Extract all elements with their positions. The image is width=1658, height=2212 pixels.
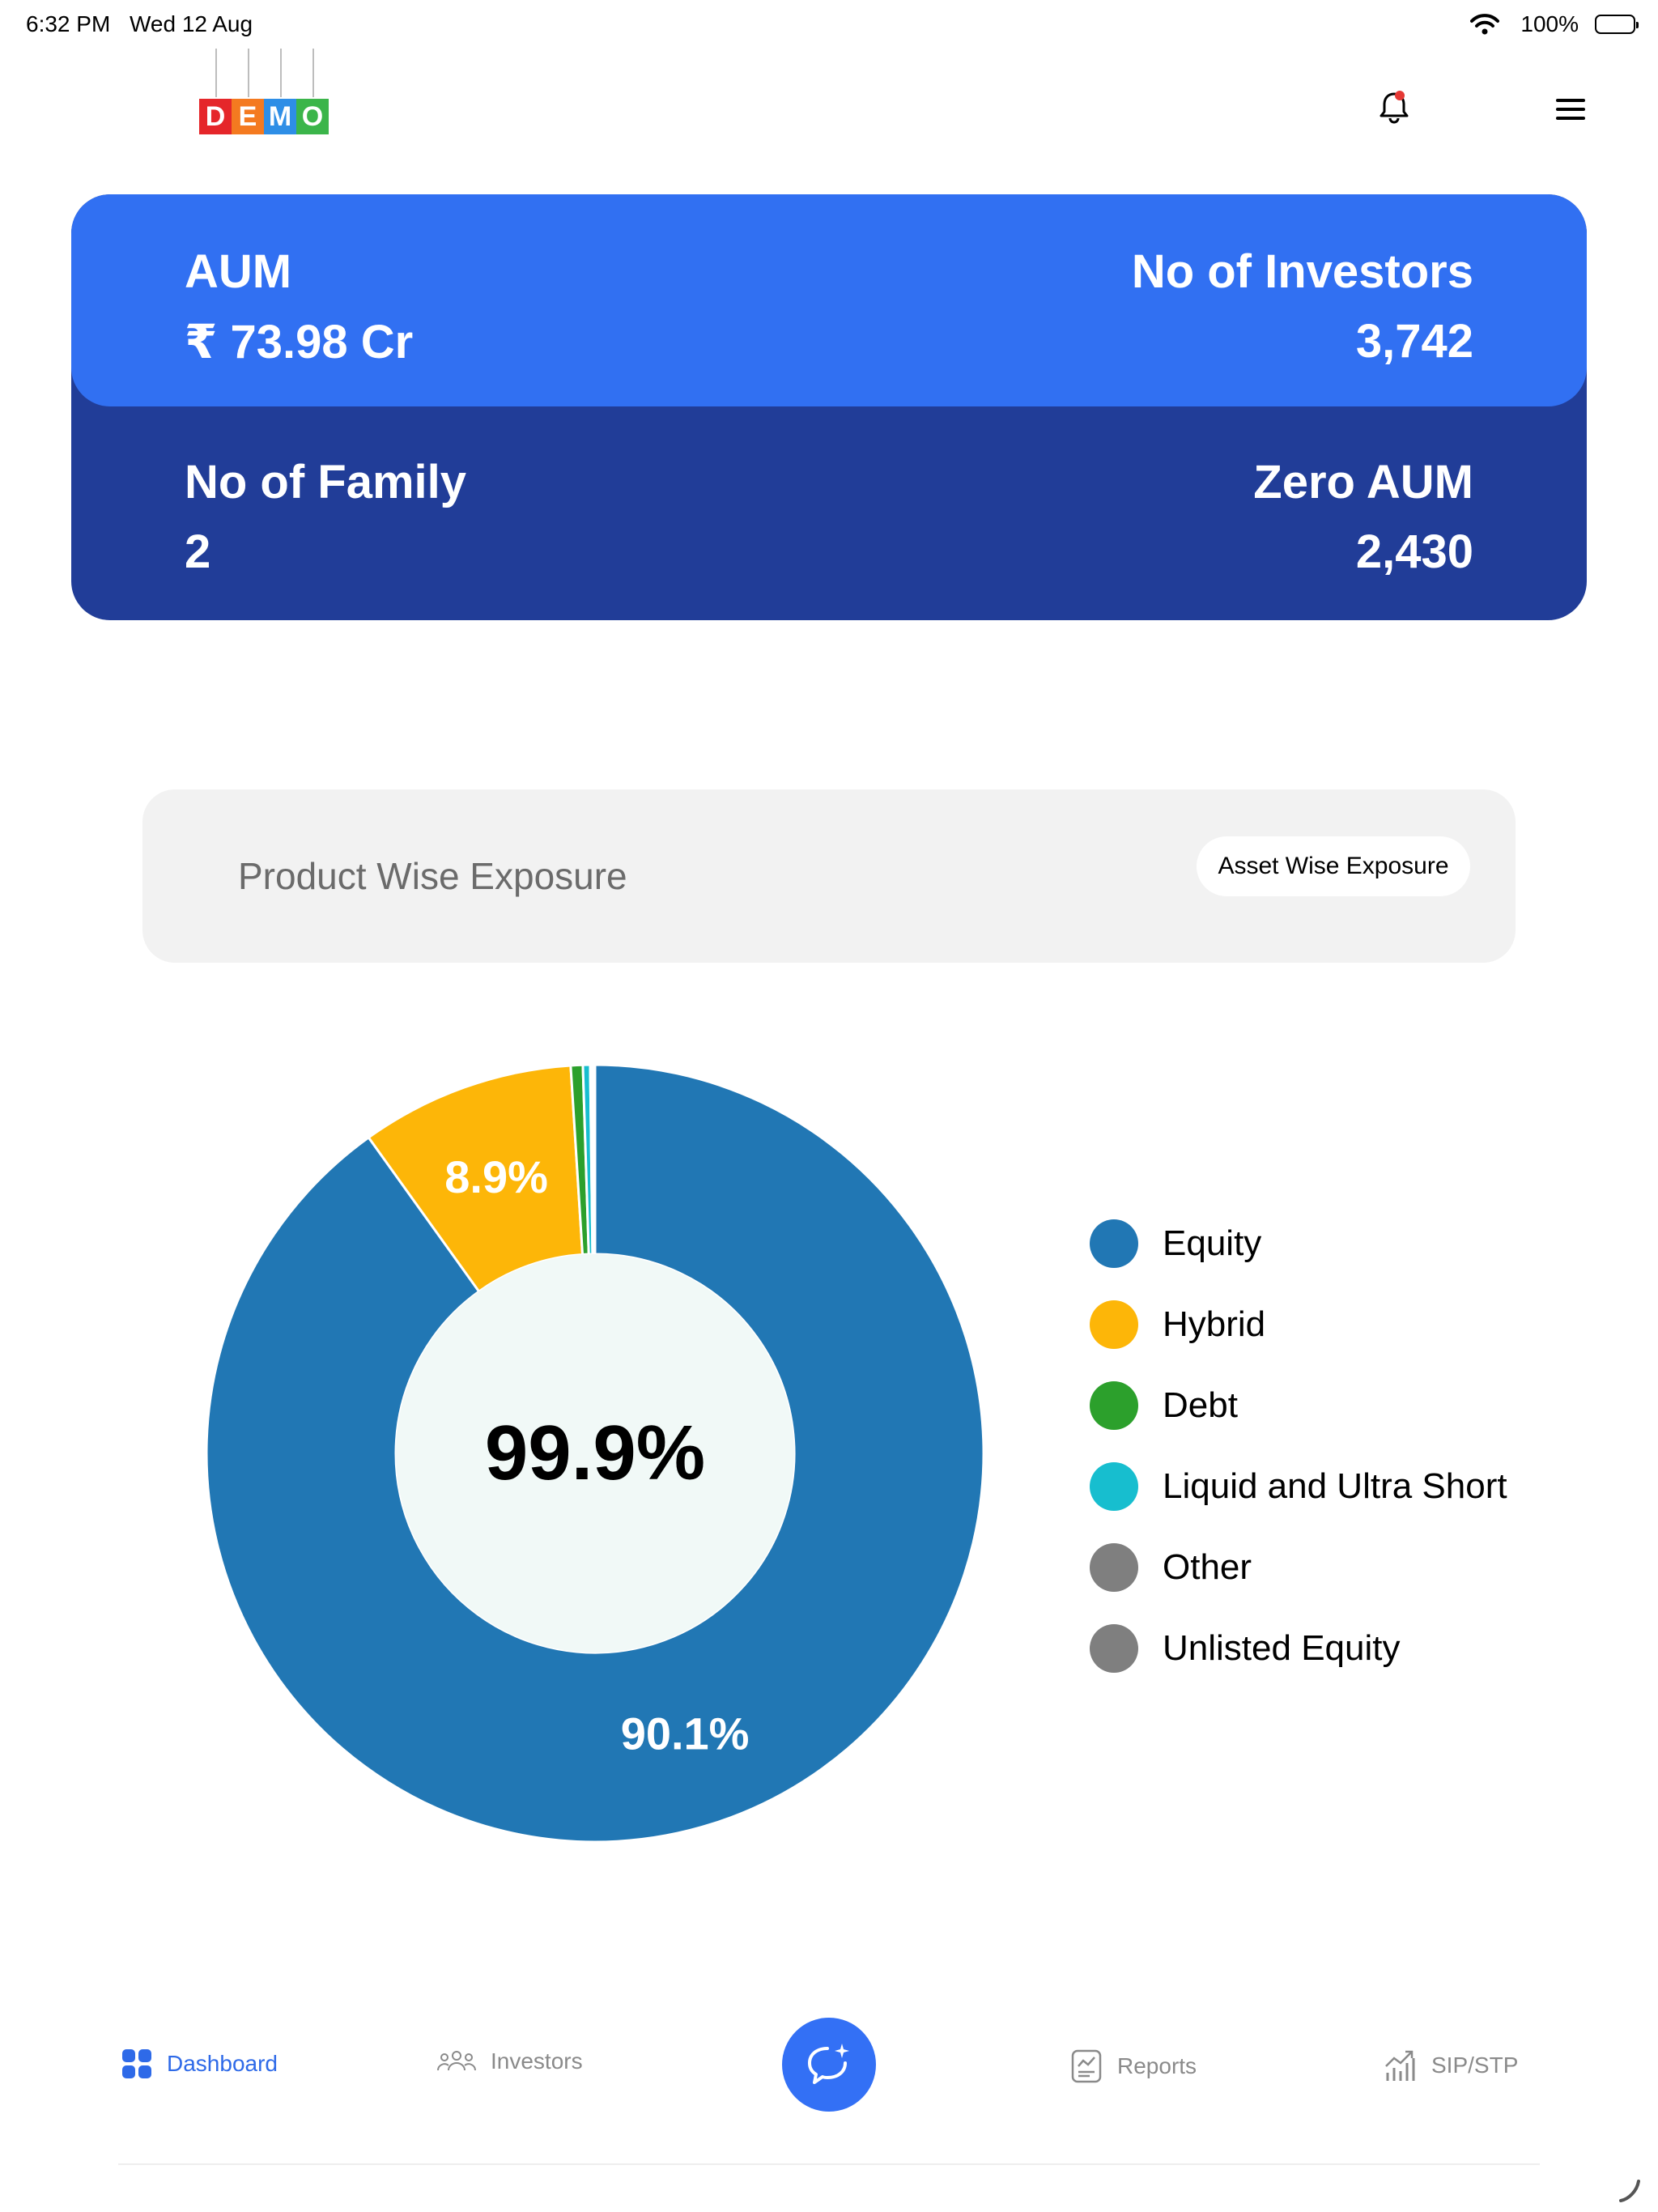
legend-label: Hybrid — [1163, 1304, 1266, 1344]
nav-sip-stp[interactable]: SIP/STP — [1383, 2048, 1518, 2082]
bottom-nav: Dashboard Investors Reports — [0, 2000, 1658, 2162]
status-bar: 6:32 PM Wed 12 Aug 100% — [0, 0, 1658, 52]
dashboard-icon — [121, 2048, 152, 2079]
legend-swatch — [1090, 1381, 1138, 1430]
sip-stp-icon — [1383, 2048, 1417, 2082]
slice-label-equity: 90.1% — [621, 1708, 750, 1759]
wifi-icon — [1470, 13, 1499, 40]
legend-label: Liquid and Ultra Short — [1163, 1466, 1507, 1506]
legend-swatch — [1090, 1624, 1138, 1673]
chat-assistant-button[interactable] — [782, 2018, 876, 2112]
summary-card: AUM ₹ 73.98 Cr No of Investors 3,742 No … — [71, 194, 1587, 620]
donut-center-label: 99.9% — [485, 1410, 705, 1496]
nav-divider — [118, 2163, 1540, 2165]
legend-swatch — [1090, 1543, 1138, 1592]
asset-wise-exposure-button[interactable]: Asset Wise Exposure — [1197, 836, 1470, 896]
battery-icon — [1595, 15, 1639, 34]
slice-label-hybrid: 8.9% — [444, 1151, 548, 1202]
legend-label: Other — [1163, 1547, 1252, 1587]
legend-item-debt[interactable]: Debt — [1090, 1381, 1238, 1430]
legend-item-unlisted-equity[interactable]: Unlisted Equity — [1090, 1624, 1400, 1673]
donut-center — [396, 1254, 794, 1653]
legend-label: Equity — [1163, 1223, 1262, 1263]
bell-icon — [1380, 91, 1409, 124]
investors-value: 3,742 — [1355, 315, 1473, 368]
notification-button[interactable] — [1376, 89, 1412, 129]
nav-label: Dashboard — [167, 2051, 278, 2076]
logo-letter: O — [296, 99, 329, 134]
exposure-donut-chart: 99.9% 90.1% 8.9% — [205, 1063, 985, 1844]
chat-sparkle-icon — [808, 2044, 849, 2084]
logo-letter: M — [264, 99, 296, 134]
logo-letter: E — [232, 99, 264, 134]
app-logo: D E M O — [194, 49, 332, 138]
legend-swatch — [1090, 1219, 1138, 1268]
investors-label: No of Investors — [1131, 245, 1473, 298]
battery-percent: 100% — [1520, 11, 1579, 36]
investors-icon — [437, 2049, 476, 2074]
family-value: 2 — [185, 525, 211, 578]
zero-aum-value: 2,430 — [1355, 525, 1473, 578]
legend-swatch — [1090, 1462, 1138, 1511]
nav-reports[interactable]: Reports — [1070, 2048, 1197, 2084]
scroll-indicator — [1619, 2180, 1640, 2202]
aum-value: ₹ 73.98 Cr — [185, 316, 414, 368]
product-wise-exposure-tab[interactable]: Product Wise Exposure — [238, 855, 627, 897]
logo-letter: D — [199, 99, 232, 134]
legend-item-equity[interactable]: Equity — [1090, 1219, 1261, 1268]
nav-label: Reports — [1117, 2053, 1197, 2078]
legend-item-liquid[interactable]: Liquid and Ultra Short — [1090, 1462, 1507, 1511]
slice-unlisted-equity[interactable] — [591, 1063, 597, 1256]
menu-button[interactable] — [1556, 97, 1585, 125]
status-time: 6:32 PM — [26, 11, 111, 36]
hamburger-icon — [1556, 99, 1585, 120]
summary-card-top: AUM ₹ 73.98 Cr No of Investors 3,742 — [71, 194, 1587, 406]
nav-label: SIP/STP — [1431, 2052, 1519, 2078]
nav-dashboard[interactable]: Dashboard — [121, 2048, 278, 2079]
nav-label: Investors — [491, 2048, 583, 2074]
nav-investors[interactable]: Investors — [437, 2048, 583, 2074]
aum-label: AUM — [185, 245, 292, 298]
reports-icon — [1070, 2048, 1103, 2084]
exposure-toggle: Product Wise Exposure Asset Wise Exposur… — [142, 789, 1516, 963]
status-date: Wed 12 Aug — [130, 11, 253, 36]
legend-swatch — [1090, 1300, 1138, 1349]
zero-aum-label: Zero AUM — [1253, 456, 1473, 508]
legend-label: Debt — [1163, 1385, 1238, 1425]
legend-label: Unlisted Equity — [1163, 1628, 1401, 1668]
legend-item-other[interactable]: Other — [1090, 1543, 1252, 1592]
legend-item-hybrid[interactable]: Hybrid — [1090, 1300, 1265, 1349]
family-label: No of Family — [185, 456, 467, 508]
